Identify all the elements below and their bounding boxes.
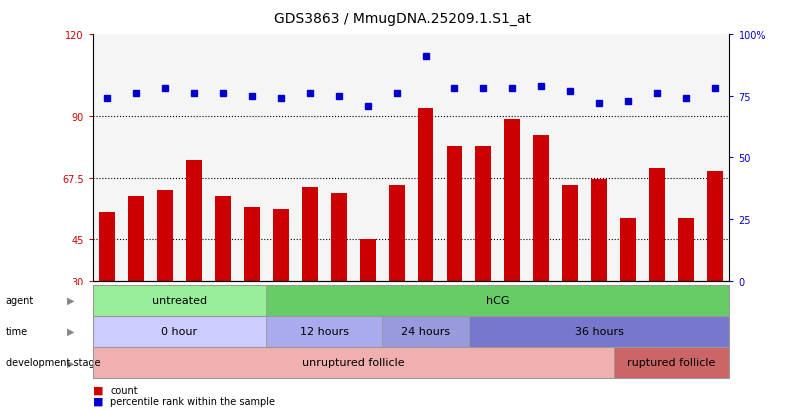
- Bar: [128, 196, 144, 281]
- Bar: [215, 196, 231, 281]
- Bar: [447, 147, 463, 281]
- Text: ▶: ▶: [68, 295, 75, 306]
- Bar: [592, 180, 607, 281]
- Text: ■: ■: [93, 385, 103, 395]
- Bar: [707, 172, 723, 281]
- Text: unruptured follicle: unruptured follicle: [302, 357, 405, 368]
- Bar: [359, 240, 376, 281]
- Bar: [273, 210, 289, 281]
- Text: time: time: [6, 326, 27, 337]
- Text: ruptured follicle: ruptured follicle: [627, 357, 716, 368]
- Text: 12 hours: 12 hours: [300, 326, 349, 337]
- Text: agent: agent: [6, 295, 34, 306]
- Bar: [476, 147, 492, 281]
- Bar: [244, 207, 260, 281]
- Bar: [505, 120, 521, 281]
- Bar: [186, 161, 202, 281]
- Bar: [388, 185, 405, 281]
- Bar: [620, 218, 636, 281]
- Text: development stage: development stage: [6, 357, 100, 368]
- Bar: [678, 218, 694, 281]
- Text: ▶: ▶: [68, 357, 75, 368]
- Text: percentile rank within the sample: percentile rank within the sample: [110, 396, 276, 406]
- Text: ▶: ▶: [68, 326, 75, 337]
- Text: hCG: hCG: [486, 295, 509, 306]
- Bar: [534, 136, 549, 281]
- Text: 0 hour: 0 hour: [161, 326, 197, 337]
- Text: GDS3863 / MmugDNA.25209.1.S1_at: GDS3863 / MmugDNA.25209.1.S1_at: [275, 12, 531, 26]
- Bar: [649, 169, 665, 281]
- Bar: [418, 109, 434, 281]
- Text: 36 hours: 36 hours: [575, 326, 624, 337]
- Bar: [330, 193, 347, 281]
- Text: 24 hours: 24 hours: [401, 326, 450, 337]
- Bar: [301, 188, 318, 281]
- Bar: [563, 185, 578, 281]
- Text: count: count: [110, 385, 138, 395]
- Text: ■: ■: [93, 396, 103, 406]
- Bar: [157, 191, 173, 281]
- Text: untreated: untreated: [152, 295, 207, 306]
- Bar: [99, 213, 115, 281]
